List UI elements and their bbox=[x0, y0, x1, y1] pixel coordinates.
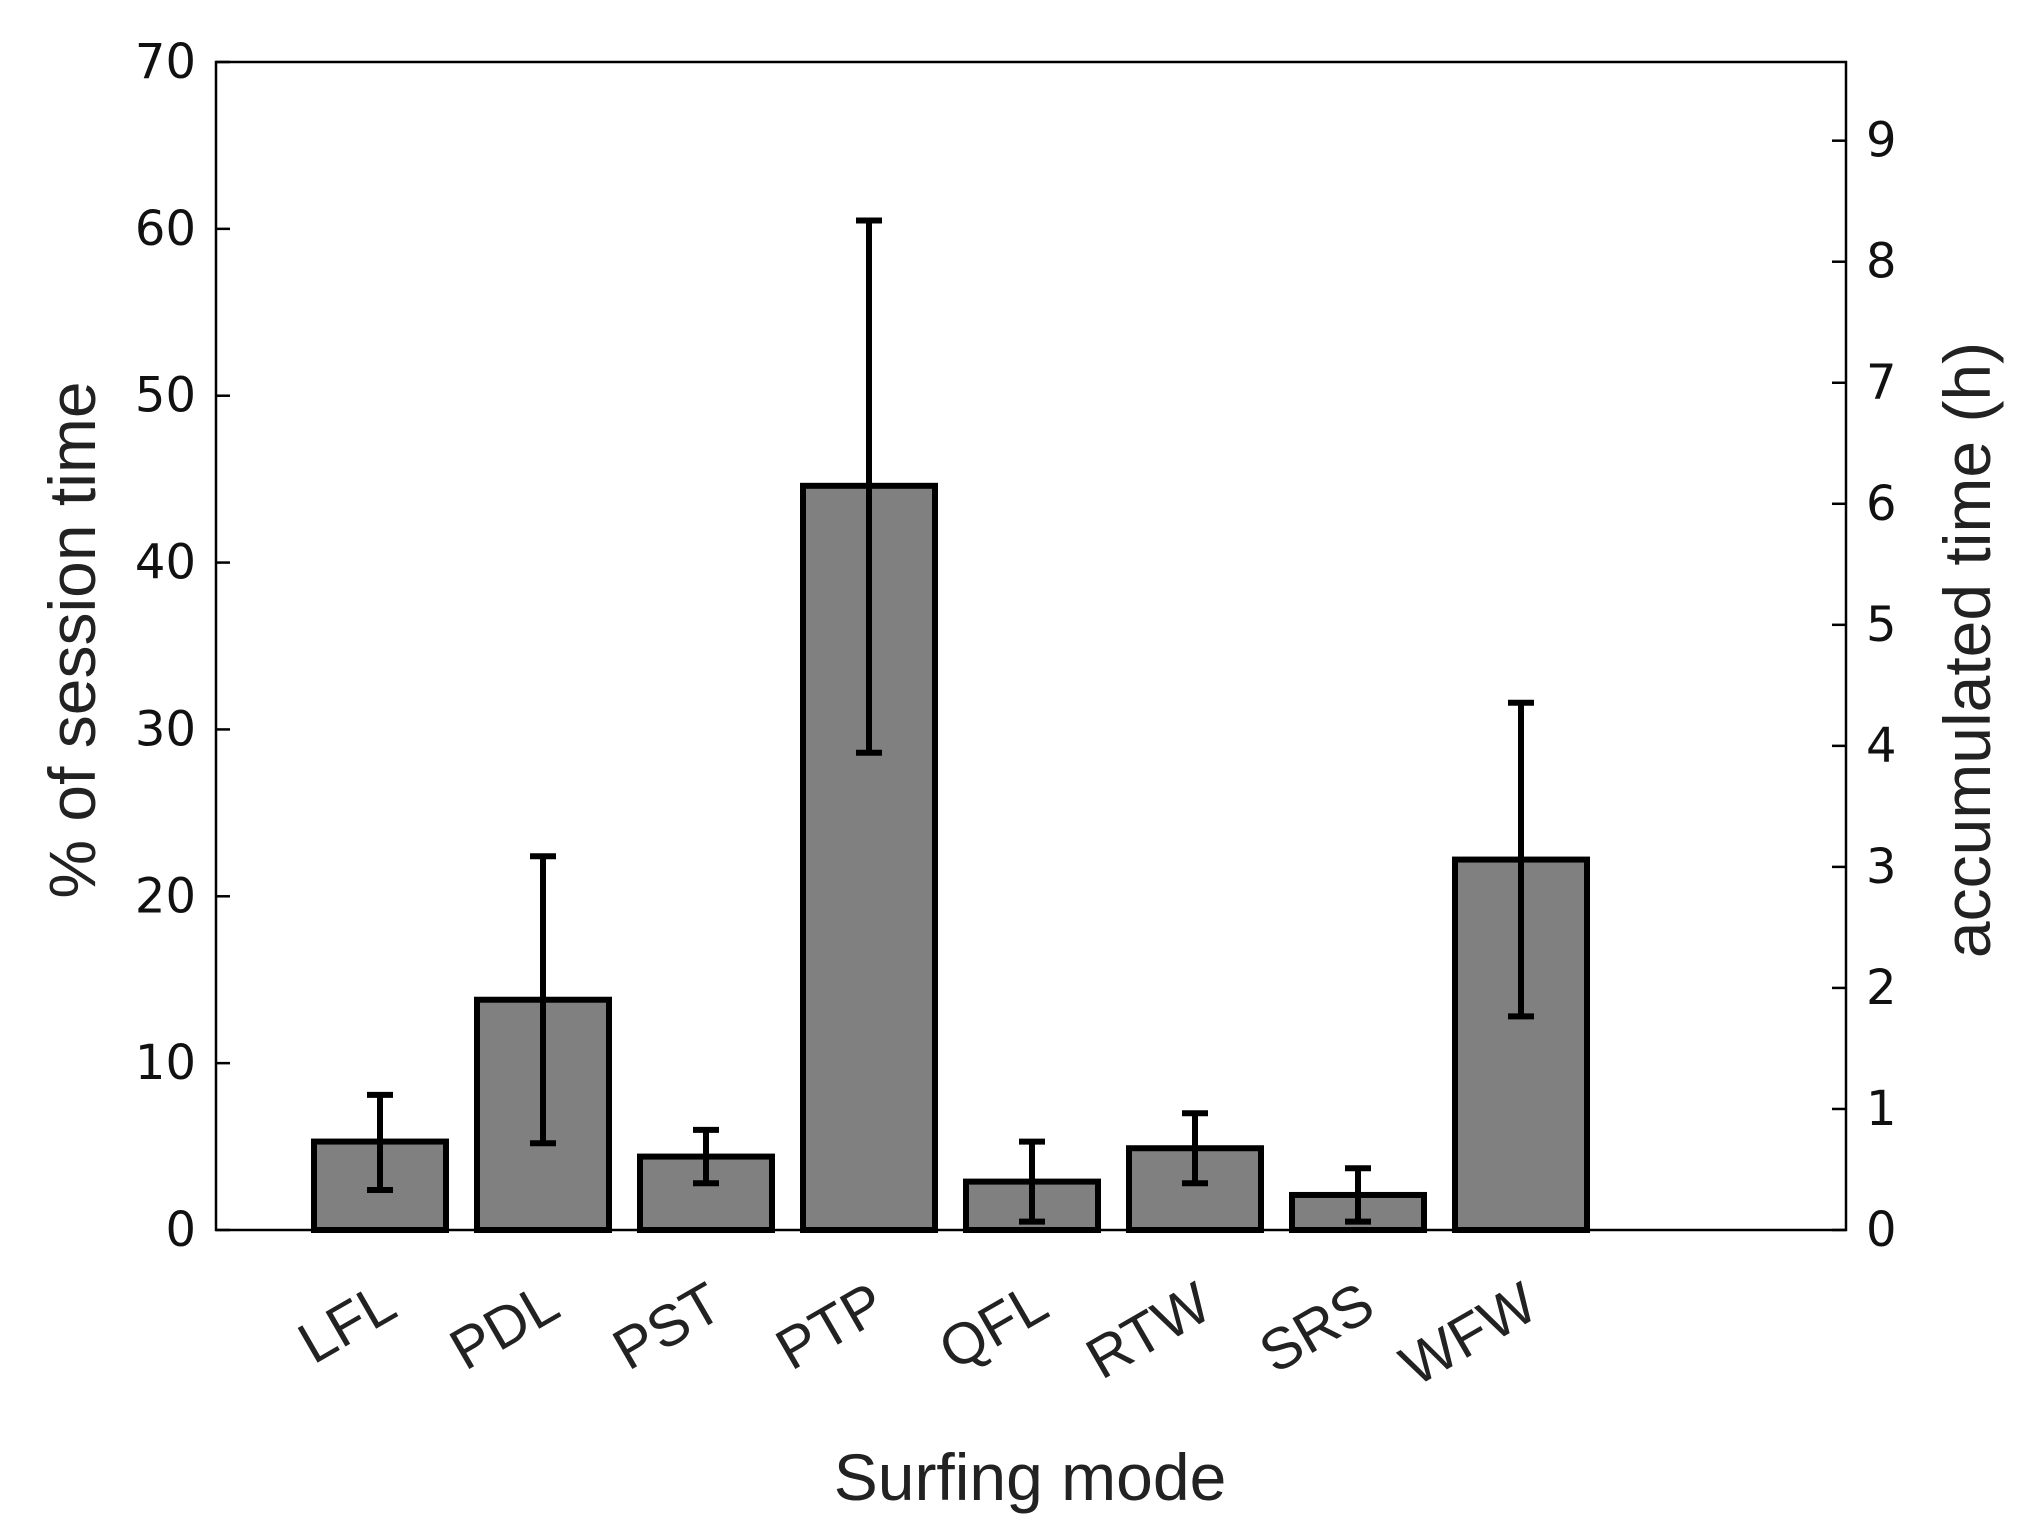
y2-tick-label: 4 bbox=[1866, 718, 1897, 774]
y2-axis-title: accumulated time (h) bbox=[1930, 342, 2004, 958]
y-tick-label: 50 bbox=[135, 368, 196, 424]
y-tick-label: 40 bbox=[135, 535, 196, 591]
x-tick-label: WFW bbox=[1389, 1270, 1547, 1399]
x-tick-label: PST bbox=[602, 1270, 732, 1383]
bars bbox=[311, 482, 1590, 1234]
y2-tick-label: 5 bbox=[1866, 597, 1897, 653]
y2-tick-label: 7 bbox=[1866, 355, 1897, 411]
error-bars bbox=[367, 217, 1534, 1225]
error-bar-lfl bbox=[367, 1091, 393, 1193]
y2-tick-label: 9 bbox=[1866, 113, 1897, 169]
plot-area bbox=[214, 60, 1848, 1232]
x-axis-title: Surfing mode bbox=[834, 1440, 1227, 1514]
error-bar-srs bbox=[1345, 1165, 1371, 1225]
error-bar-wfw bbox=[1508, 699, 1534, 1020]
y-tick-label: 70 bbox=[135, 34, 196, 90]
x-tick-label: SRS bbox=[1249, 1270, 1385, 1386]
error-bar-pst bbox=[693, 1126, 719, 1187]
x-tick-label: LFL bbox=[287, 1270, 406, 1376]
y-tick-label: 20 bbox=[135, 868, 196, 924]
x-tick-label: RTW bbox=[1076, 1270, 1222, 1392]
error-bar-qfl bbox=[1019, 1138, 1045, 1225]
y2-tick-label: 6 bbox=[1866, 476, 1897, 532]
y-tick-label: 10 bbox=[135, 1035, 196, 1091]
plot-frame bbox=[214, 60, 1848, 1232]
y-tick-label: 60 bbox=[135, 201, 196, 257]
x-axis: LFL PDL PST PTP QFL RTW SRS WFW bbox=[287, 1270, 1547, 1399]
y-tick-label: 0 bbox=[165, 1202, 196, 1258]
error-bar-pdl bbox=[530, 853, 556, 1147]
y2-tick-label: 8 bbox=[1866, 234, 1897, 290]
y2-tick-label: 3 bbox=[1866, 839, 1897, 895]
y-axis-right: 0 1 2 3 4 5 6 7 8 9 bbox=[1832, 113, 1897, 1258]
y2-tick-label: 1 bbox=[1866, 1081, 1897, 1137]
y-axis-left: 0 10 20 30 40 50 60 70 bbox=[135, 34, 230, 1258]
y2-tick-label: 0 bbox=[1866, 1202, 1897, 1258]
error-bar-rtw bbox=[1182, 1110, 1208, 1187]
x-tick-label: QFL bbox=[928, 1270, 1058, 1383]
y-axis-title: % of session time bbox=[35, 381, 109, 898]
y-tick-label: 30 bbox=[135, 701, 196, 757]
y2-tick-label: 2 bbox=[1866, 960, 1897, 1016]
x-tick-label: PDL bbox=[439, 1270, 569, 1383]
x-tick-label: PTP bbox=[765, 1270, 895, 1383]
error-bar-ptp bbox=[856, 217, 882, 756]
